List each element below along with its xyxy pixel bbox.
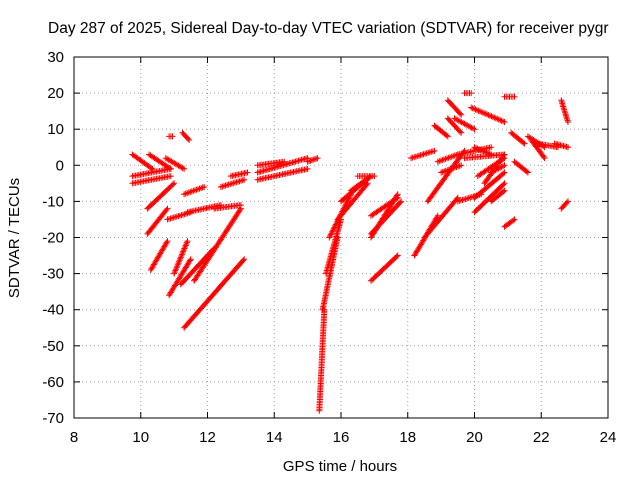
y-tick-label: -70: [42, 410, 64, 427]
y-tick-label: -50: [42, 338, 64, 355]
y-tick-label: 20: [47, 85, 64, 102]
data-point-track-35: [368, 194, 401, 219]
data-point-track-52: [444, 115, 465, 136]
data-point-track-50: [488, 162, 508, 176]
x-tick-label: 14: [266, 429, 283, 446]
data-point-track-37: [408, 147, 438, 162]
data-point-track-48: [471, 144, 495, 158]
x-tick-label: 12: [199, 429, 216, 446]
data-point-track-55: [471, 169, 508, 201]
data-point-track-3: [146, 151, 174, 172]
y-tick-label: 0: [56, 157, 64, 174]
data-point-track-7: [144, 180, 178, 212]
x-tick-label: 16: [333, 429, 350, 446]
y-tick-label: -40: [42, 302, 64, 319]
data-point-track-58: [501, 216, 518, 230]
y-tick-label: -30: [42, 266, 64, 283]
data-point-track-29: [334, 180, 371, 223]
data-point-track-20: [181, 256, 248, 331]
data-point-track-65: [551, 140, 571, 151]
data-point-track-2: [129, 173, 174, 187]
data-point-track-68: [461, 90, 475, 97]
data-point-track-51: [431, 122, 451, 140]
data-point-track-66: [558, 97, 571, 125]
data-point-track-60: [508, 129, 528, 147]
data-point-track-4: [162, 155, 188, 172]
data-point-track-57: [488, 187, 508, 205]
data-point-track-54: [471, 180, 508, 216]
data-point-track-13: [181, 184, 208, 198]
x-axis-ticks: 8 10 12 14 16 18 20 22 24: [70, 57, 617, 446]
data-point-track-19: [227, 169, 251, 180]
x-tick-label: 22: [533, 429, 550, 446]
data-point-track-8: [144, 205, 171, 237]
y-tick-label: -60: [42, 374, 64, 391]
y-axis-label: SDTVAR / TECUs: [6, 178, 23, 298]
x-tick-label: 18: [399, 429, 416, 446]
data-point-track-18: [217, 176, 248, 190]
y-tick-label: 10: [47, 121, 64, 138]
y-tick-label: -20: [42, 230, 64, 247]
y-axis-ticks: 30 20 10 0 -10 -20 -30 -40 -50 -60 -70: [42, 49, 608, 427]
data-point-track-53: [468, 104, 508, 125]
data-point-track-21: [254, 155, 311, 176]
data-point-track-32: [354, 173, 378, 180]
data-point-track-25: [316, 306, 328, 414]
data-point-track-22: [254, 165, 311, 183]
y-tick-label: -10: [42, 193, 64, 210]
data-point-track-46: [444, 97, 465, 118]
x-tick-label: 20: [466, 429, 483, 446]
data-points: [129, 90, 571, 414]
data-point-track-59: [501, 93, 518, 100]
x-axis-label: GPS time / hours: [283, 458, 397, 475]
y-tick-label: 30: [47, 49, 64, 66]
data-point-track-61: [511, 158, 531, 176]
data-point-track-34: [368, 198, 405, 237]
data-point-track-23: [254, 158, 288, 169]
data-point-track-9: [147, 238, 171, 273]
data-point-track-67: [558, 198, 571, 212]
data-point-track-39: [421, 194, 461, 241]
x-tick-label: 8: [70, 429, 78, 446]
x-tick-label: 10: [132, 429, 149, 446]
data-point-track-16: [191, 205, 244, 284]
data-point-track-6: [179, 129, 193, 143]
data-point-track-27: [323, 216, 344, 277]
data-point-track-36: [368, 252, 401, 284]
chart-title: Day 287 of 2025, Sidereal Day-to-day VTE…: [48, 20, 609, 37]
data-point-track-0: [129, 151, 156, 172]
data-point-track-5: [166, 133, 176, 140]
data-point-track-12: [171, 238, 191, 277]
data-point-track-11: [166, 256, 194, 299]
data-point-track-17: [211, 202, 244, 212]
data-point-track-47: [451, 115, 478, 133]
data-point-track-63: [528, 137, 548, 162]
data-point-track-56: [474, 155, 508, 180]
x-tick-label: 24: [600, 429, 617, 446]
grid-lines: [74, 57, 608, 418]
data-point-track-24: [304, 155, 321, 165]
data-point-track-42: [438, 162, 465, 176]
